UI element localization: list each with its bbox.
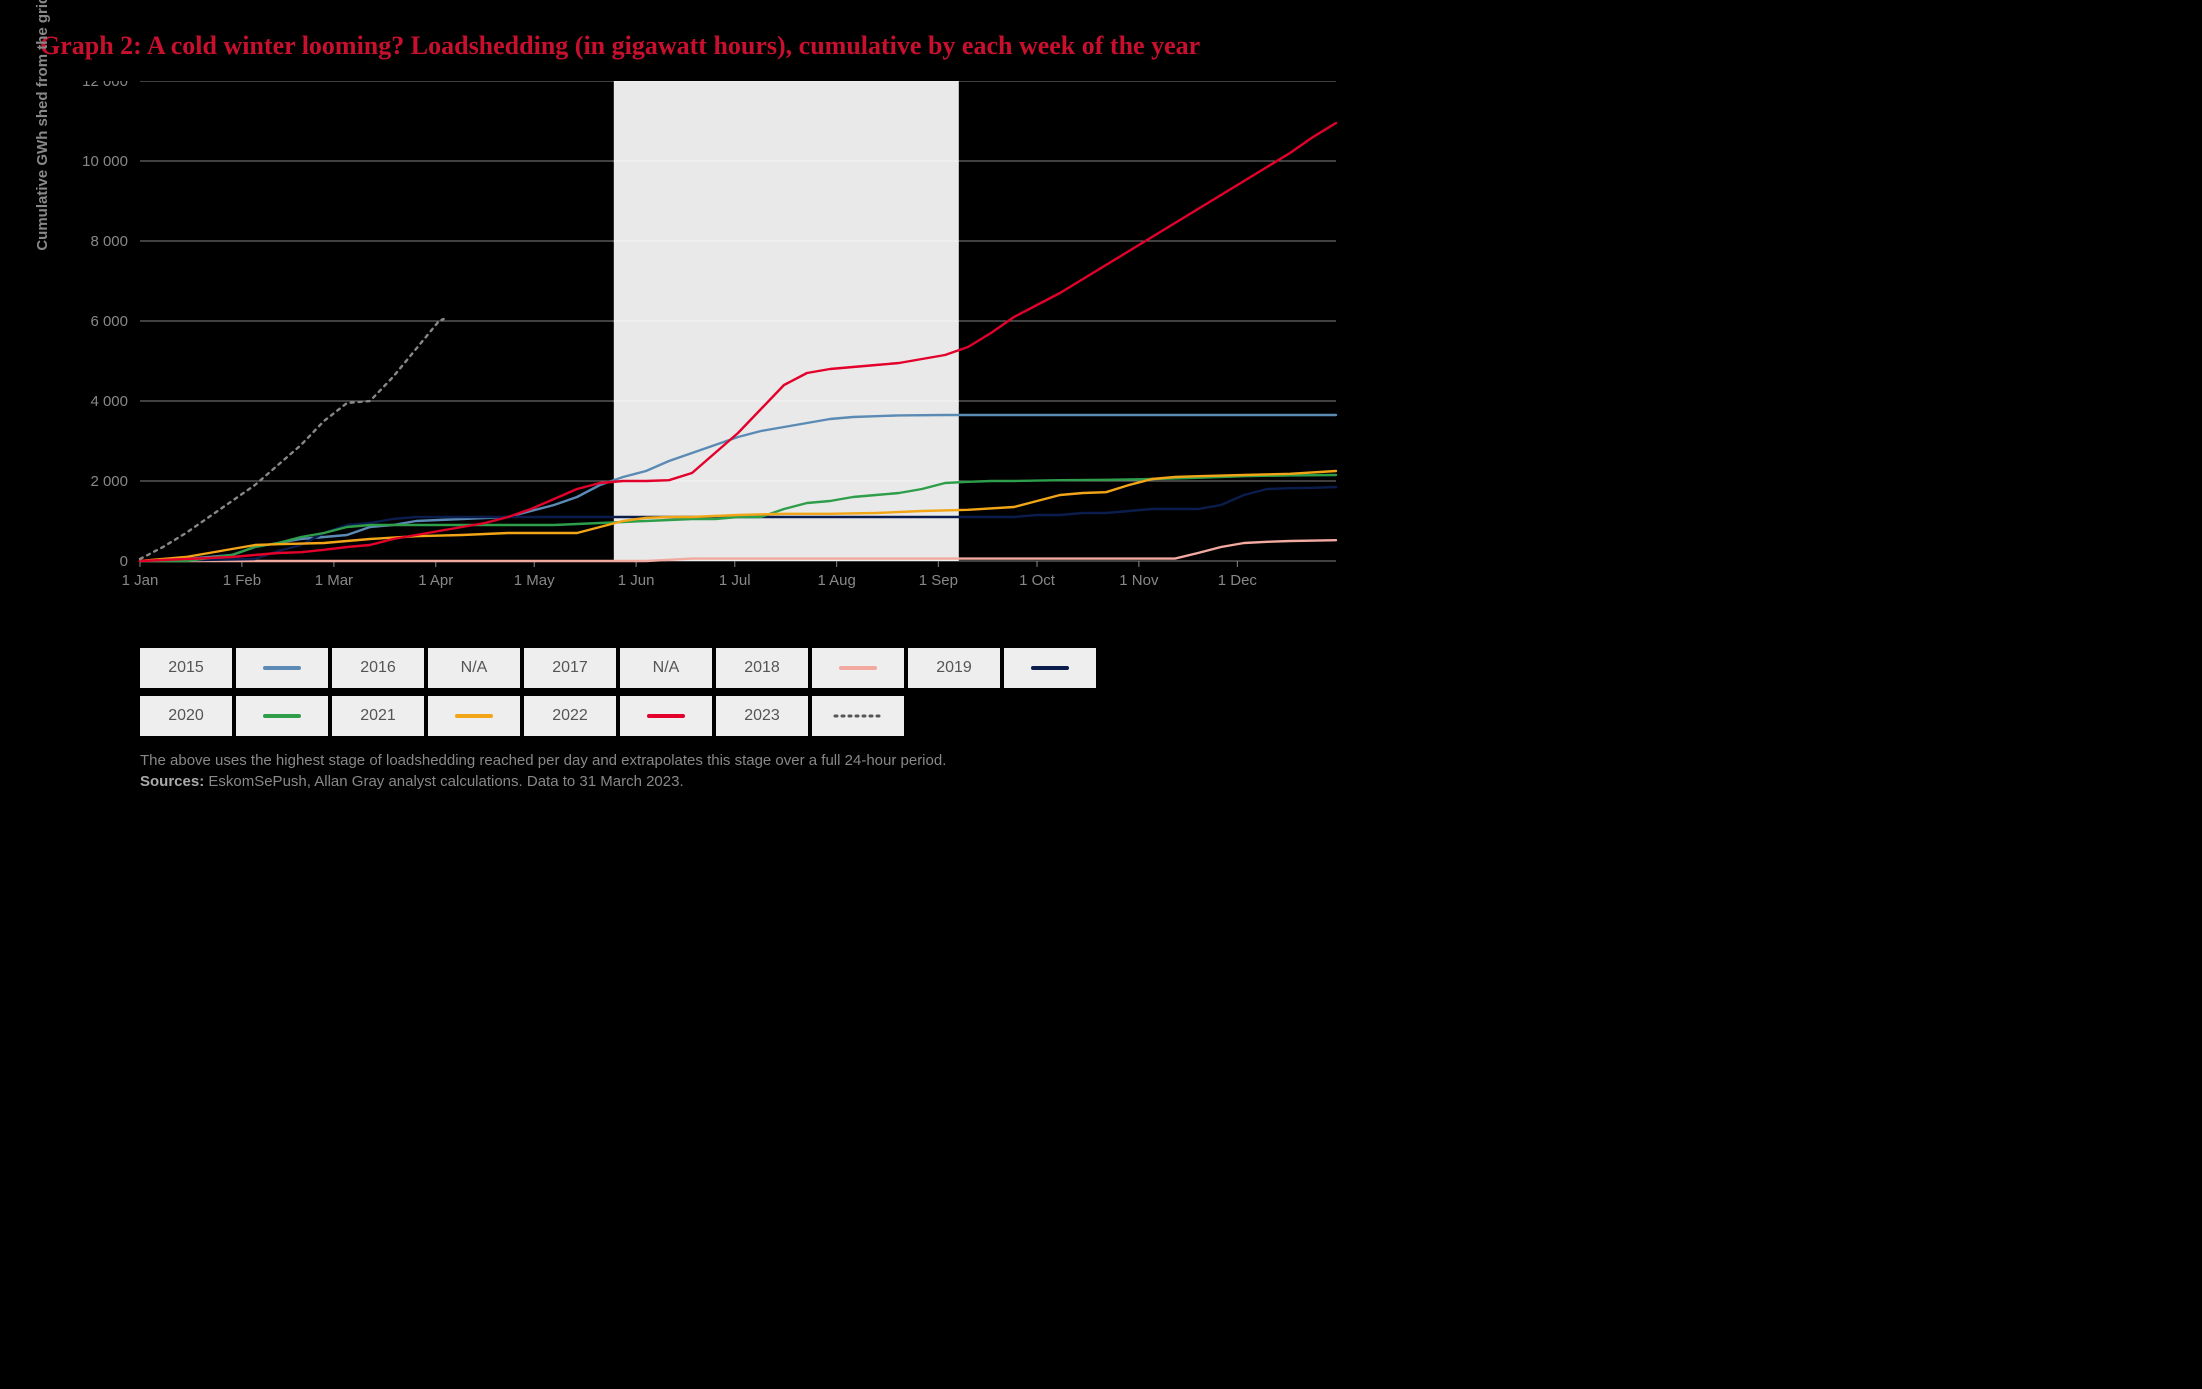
legend-year: 2019 xyxy=(908,648,1000,688)
x-tick-label: 1 Mar xyxy=(315,572,353,589)
y-tick-label: 4 000 xyxy=(90,393,128,410)
legend-row: 2020 2021 2022 2023 xyxy=(140,696,1336,736)
x-tick-label: 1 Nov xyxy=(1119,572,1159,589)
legend-swatch xyxy=(620,696,712,736)
legend-swatch xyxy=(812,696,904,736)
x-tick-label: 1 Jan xyxy=(122,572,159,589)
legend-year: 2016 xyxy=(332,648,424,688)
y-tick-label: 12 000 xyxy=(82,81,128,90)
x-tick-label: 1 Dec xyxy=(1218,572,1258,589)
y-tick-label: 2 000 xyxy=(90,473,128,490)
x-tick-label: 1 Sep xyxy=(919,572,958,589)
legend-year: 2015 xyxy=(140,648,232,688)
x-tick-label: 1 Oct xyxy=(1019,572,1056,589)
x-tick-label: 1 May xyxy=(514,572,555,589)
legend-year: 2018 xyxy=(716,648,808,688)
y-tick-label: 8 000 xyxy=(90,233,128,250)
footer-sources-label: Sources: xyxy=(140,773,204,790)
legend-year: 2021 xyxy=(332,696,424,736)
y-tick-label: 6 000 xyxy=(90,313,128,330)
x-tick-label: 1 Apr xyxy=(418,572,453,589)
chart-svg: 0 2 000 4 000 6 000 8 000 10 000 12 000 1 Jan 1 … xyxy=(40,81,1356,621)
x-tick-label: 1 Feb xyxy=(223,572,261,589)
footer-sources: EskomSePush, Allan Gray analyst calculat… xyxy=(204,773,683,790)
chart-footer: The above uses the highest stage of load… xyxy=(140,750,1336,792)
x-tick-label: 1 Jul xyxy=(719,572,751,589)
legend-swatch xyxy=(236,648,328,688)
legend-swatch xyxy=(236,696,328,736)
y-tick-label: 0 xyxy=(120,553,128,570)
y-tick-label: 10 000 xyxy=(82,153,128,170)
x-tick-label: 1 Aug xyxy=(817,572,855,589)
legend-swatch: N/A xyxy=(620,648,712,688)
legend-swatch: N/A xyxy=(428,648,520,688)
legend-swatch xyxy=(1004,648,1096,688)
footer-note: The above uses the highest stage of load… xyxy=(140,752,946,769)
chart-area: Cumulative GWh shed from the grid 02 000… xyxy=(40,81,1336,626)
legend: 20152016N/A2017N/A2018201920202021202220… xyxy=(140,648,1336,736)
chart-title: Graph 2: A cold winter looming? Loadshed… xyxy=(40,30,1336,63)
legend-year: 2023 xyxy=(716,696,808,736)
legend-year: 2020 xyxy=(140,696,232,736)
legend-year: 2017 xyxy=(524,648,616,688)
chart-figure: Graph 2: A cold winter looming? Loadshed… xyxy=(0,0,1376,889)
x-tick-label: 1 Jun xyxy=(618,572,655,589)
legend-swatch xyxy=(812,648,904,688)
legend-year: 2022 xyxy=(524,696,616,736)
y-axis-label: Cumulative GWh shed from the grid xyxy=(34,0,51,251)
legend-row: 20152016N/A2017N/A20182019 xyxy=(140,648,1336,688)
legend-swatch xyxy=(428,696,520,736)
